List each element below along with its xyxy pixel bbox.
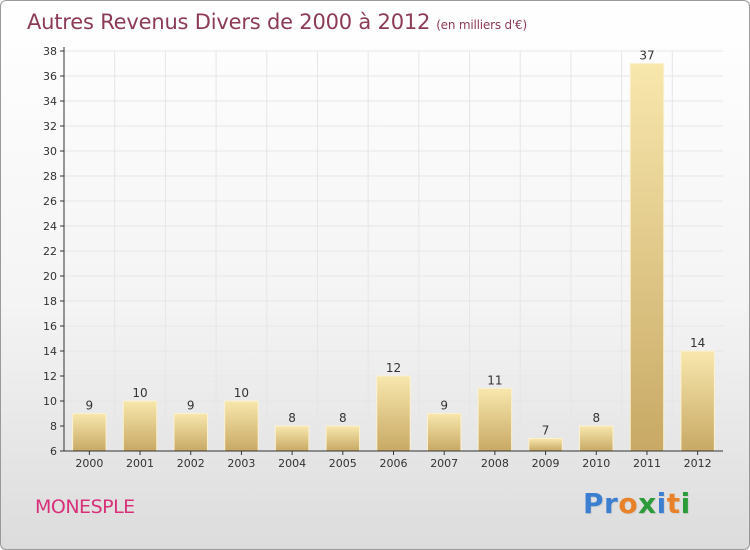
x-tick-label: 2002 [177, 457, 205, 470]
chart-title: Autres Revenus Divers de 2000 à 2012 (en … [27, 10, 527, 34]
y-tick-label: 34 [43, 95, 57, 108]
bar-value-label: 9 [187, 399, 195, 413]
bar-2012 [680, 350, 715, 452]
x-tick-label: 2005 [329, 457, 357, 470]
bar-2010 [579, 425, 614, 452]
bar-2006 [376, 375, 411, 452]
bar-value-label: 14 [690, 336, 705, 350]
y-tick-label: 20 [43, 270, 57, 283]
axes: 6 8 10 12 14 16 18 20 22 24 26 28 30 32 34 36 38 2000 2001… [43, 45, 723, 470]
logo-letter: i [680, 487, 691, 520]
y-tick-label: 10 [43, 395, 57, 408]
y-tick-label: 32 [43, 120, 57, 133]
y-tick-label: 22 [43, 245, 57, 258]
y-tick-label: 14 [43, 345, 57, 358]
bar-value-label: 11 [487, 374, 502, 388]
bar-value-label: 8 [592, 411, 600, 425]
bar-value-label: 8 [339, 411, 347, 425]
bar-value-label: 9 [440, 399, 448, 413]
y-tick-label: 12 [43, 370, 57, 383]
y-tick-label: 8 [50, 420, 57, 433]
x-tick-label: 2003 [227, 457, 255, 470]
x-tick-label: 2009 [532, 457, 560, 470]
bars: 9 10 9 10 8 8 12 9 11 7 8 37 14 [72, 49, 715, 452]
chart-title-text: Autres Revenus Divers de 2000 à 2012 [27, 10, 431, 34]
proxiti-logo[interactable]: Proxiti [583, 487, 691, 520]
y-tick-label: 18 [43, 295, 57, 308]
bar-2005 [325, 425, 361, 452]
bar-value-label: 10 [132, 386, 147, 400]
logo-letter: r [604, 487, 619, 520]
chart-unit-note: (en milliers d'€) [436, 18, 527, 32]
bar-2008 [477, 388, 513, 452]
bar-2004 [274, 425, 310, 452]
bar-2011 [629, 63, 665, 452]
bar-2009 [528, 438, 563, 452]
bar-value-label: 7 [542, 424, 550, 438]
logo-letter: t [666, 487, 681, 520]
logo-letter: o [618, 487, 639, 520]
y-tick-label: 6 [50, 445, 57, 458]
x-tick-label: 2010 [582, 457, 610, 470]
bar-value-label: 8 [288, 411, 296, 425]
x-tick-label: 2007 [430, 457, 458, 470]
y-tick-label: 26 [43, 195, 57, 208]
x-tick-label: 2004 [278, 457, 306, 470]
y-tick-label: 30 [43, 145, 57, 158]
bar-2003 [224, 400, 259, 452]
bar-value-label: 10 [234, 386, 249, 400]
logo-letter: i [656, 487, 667, 520]
bar-2001 [122, 400, 158, 452]
y-tick-label: 16 [43, 320, 57, 333]
y-tick-label: 36 [43, 70, 57, 83]
y-tick-label: 24 [43, 220, 57, 233]
x-tick-label: 2001 [126, 457, 154, 470]
bar-value-label: 9 [86, 399, 94, 413]
bar-2007 [426, 413, 462, 452]
x-tick-label: 2012 [684, 457, 712, 470]
bar-2000 [72, 413, 107, 452]
bar-value-label: 12 [386, 361, 401, 375]
x-tick-label: 2006 [380, 457, 408, 470]
commune-name: MONESPLE [35, 496, 135, 518]
bar-2002 [173, 413, 208, 452]
y-tick-label: 38 [43, 45, 57, 58]
y-tick-label: 28 [43, 170, 57, 183]
logo-letter: x [638, 487, 657, 520]
x-tick-label: 2008 [481, 457, 509, 470]
x-tick-label: 2000 [75, 457, 103, 470]
logo-letter: P [583, 487, 605, 520]
x-tick-label: 2011 [633, 457, 661, 470]
bar-value-label: 37 [639, 49, 654, 63]
